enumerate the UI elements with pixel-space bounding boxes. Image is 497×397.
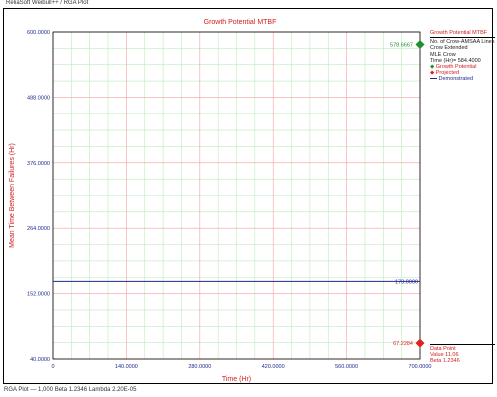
- legend-line: No. of Crow-AMSAA Lines: [430, 39, 495, 46]
- x-tick-label: 700.0000: [409, 364, 432, 370]
- plot-area-border: [52, 31, 421, 360]
- y-axis-ticks: 40.0000 152.0000 264.0000 376.0000 488.0000 6…: [27, 30, 50, 363]
- marker-layer: 578.6667 67.2284: [390, 39, 425, 348]
- x-tick-label: 560.0000: [335, 364, 358, 370]
- diamond-icon: ◆: [430, 64, 435, 71]
- x-tick-label: 420.0000: [262, 364, 285, 370]
- y-tick-label: 488.0000: [27, 95, 50, 101]
- y-tick-label: 264.0000: [27, 226, 50, 232]
- legend-footer-line: Value 11.06: [430, 352, 459, 359]
- growth-potential-marker: [415, 39, 425, 49]
- x-tick-label: 280.0000: [188, 364, 211, 370]
- legend-panel: Growth Potential MTBF No. of Crow-AMSAA …: [430, 30, 495, 83]
- y-axis-label: Mean Time Between Failures (Hr): [9, 143, 16, 248]
- plot-frame: [3, 8, 493, 384]
- projected-marker: [415, 338, 425, 348]
- y-tick-label: 152.0000: [27, 292, 50, 298]
- x-tick-label: 0: [51, 364, 54, 370]
- minor-grid: [53, 32, 420, 359]
- legend-line: MLE Crow: [430, 51, 456, 58]
- diamond-icon: ◆: [430, 70, 435, 77]
- y-tick-label: 40.0000: [30, 357, 50, 363]
- legend-line: Crow Extended: [430, 45, 468, 52]
- legend-item-projected: ◆ Projected: [430, 70, 495, 76]
- legend-item-growth-potential: ◆ Growth Potential: [430, 64, 495, 70]
- legend-item-label: Projected: [435, 70, 460, 77]
- x-axis-label: Time (Hr): [222, 376, 251, 383]
- x-axis-ticks: 0 140.0000 280.0000 420.0000 560.0000 700.000…: [51, 364, 431, 370]
- status-caption: RGA Plot — 1,000 Beta 1.2346 Lambda 2.20…: [4, 387, 137, 393]
- legend-footer-header: Data Point: [430, 344, 495, 352]
- legend-footer: Data Point Value 11.06 Beta 1.2346: [430, 344, 495, 365]
- line-icon: [430, 78, 437, 80]
- chart-title: Growth Potential MTBF: [204, 19, 277, 26]
- legend-item-label: Demonstrated: [438, 76, 474, 83]
- legend-line: Time (Hr)= 584.4000: [430, 57, 481, 64]
- marker-value-label: 67.2284: [393, 341, 413, 347]
- legend-item-demonstrated: Demonstrated: [430, 76, 495, 82]
- legend-header: Growth Potential MTBF: [430, 30, 495, 39]
- marker-value-label: 578.6667: [390, 42, 413, 48]
- legend-item-label: Growth Potential: [435, 64, 477, 71]
- y-tick-label: 600.0000: [27, 30, 50, 36]
- window-caption: ReliaSoft Weibull++ / RGA Plot: [6, 0, 89, 6]
- y-tick-label: 376.0000: [27, 161, 50, 167]
- line-value-label: 173.0000: [395, 279, 418, 285]
- series-layer: 173.0000: [53, 279, 420, 285]
- legend-footer-line: Beta 1.2346: [430, 358, 460, 365]
- x-tick-label: 140.0000: [115, 364, 138, 370]
